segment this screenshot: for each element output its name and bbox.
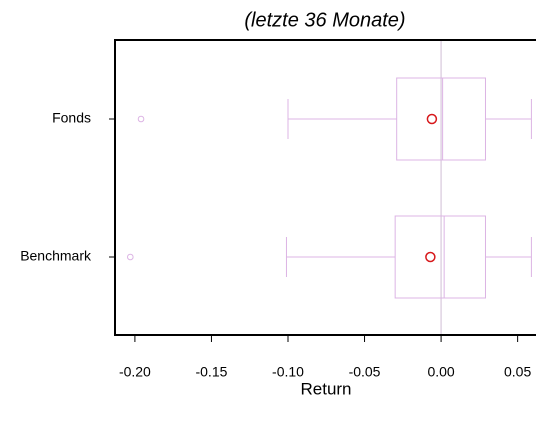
- x-tick-label: -0.15: [195, 364, 227, 380]
- box: [394, 215, 486, 299]
- mean-marker: [425, 251, 436, 263]
- box: [396, 77, 486, 161]
- x-tick-label: -0.20: [119, 364, 151, 380]
- x-tick-label: -0.10: [272, 364, 304, 380]
- outlier: [137, 115, 145, 123]
- x-tick-label: 0.05: [504, 364, 531, 380]
- mean-marker: [426, 113, 438, 125]
- chart-title: (letzte 36 Monate): [244, 9, 405, 31]
- outlier: [127, 253, 134, 261]
- plot-frame: [114, 39, 536, 336]
- y-tick-label: Benchmark: [20, 248, 92, 264]
- x-axis-label: Return: [300, 379, 351, 398]
- x-tick-label: 0.00: [427, 364, 454, 380]
- x-tick-label: -0.05: [349, 364, 381, 380]
- y-tick-label: Fonds: [52, 110, 91, 126]
